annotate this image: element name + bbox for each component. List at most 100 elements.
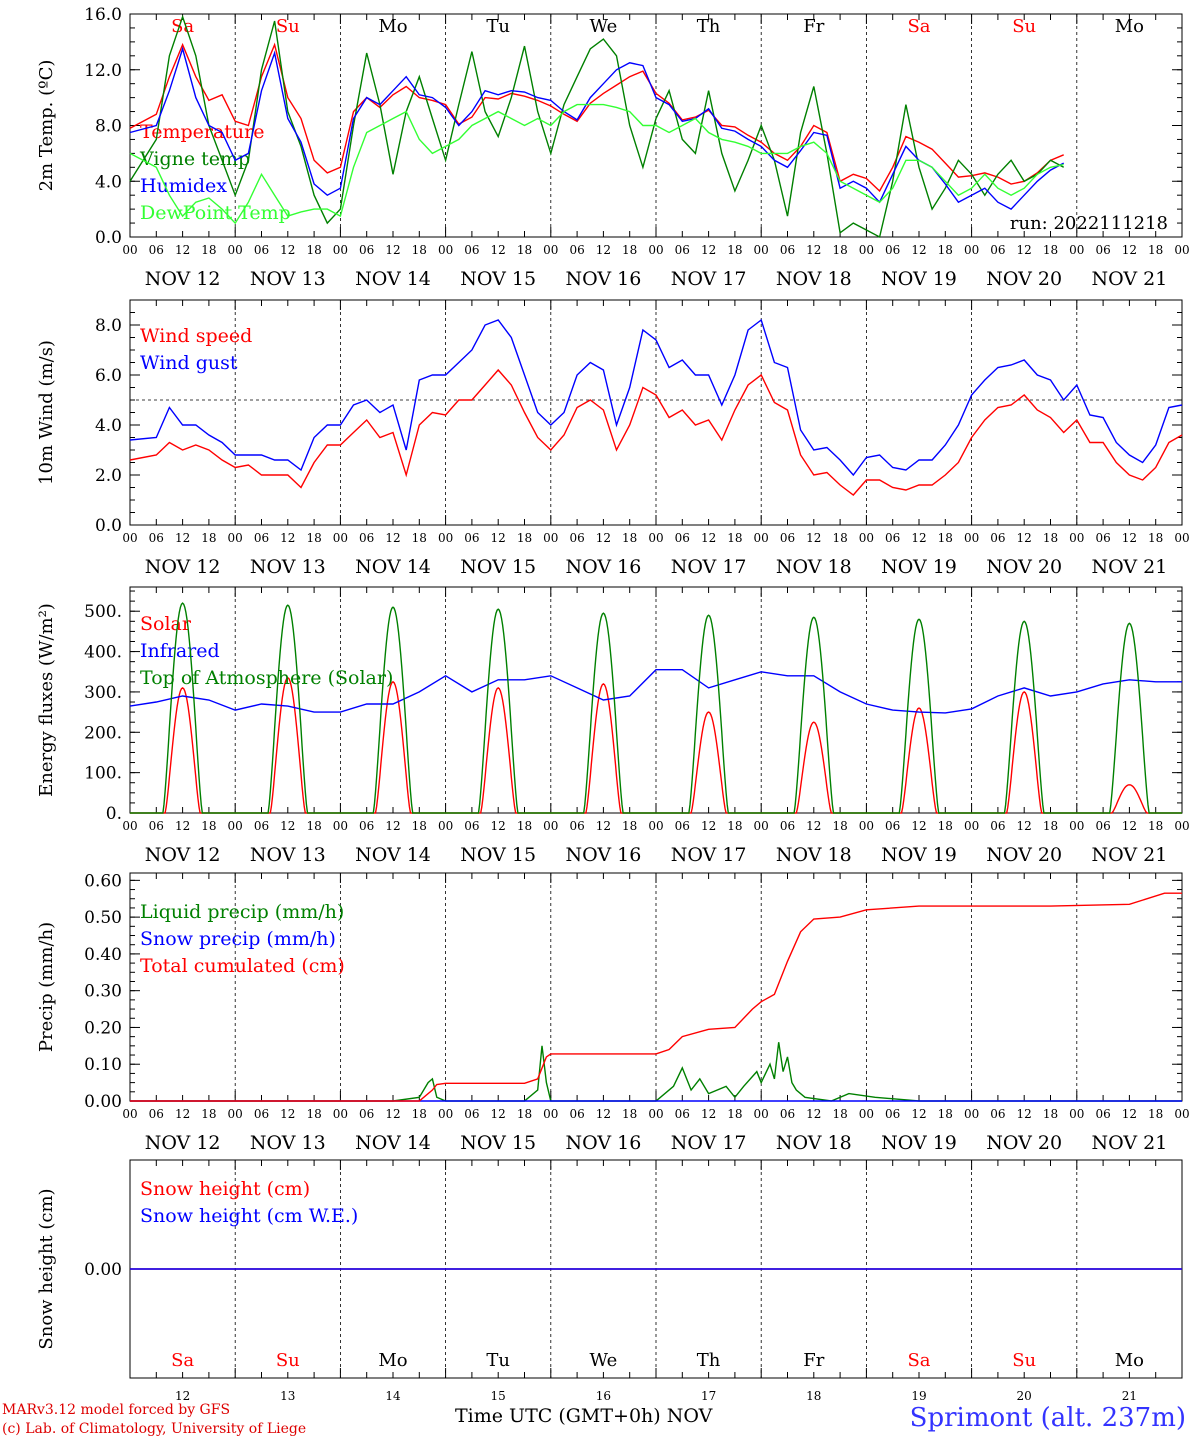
hour-tick-label: 18: [938, 1107, 953, 1121]
hour-tick-label: 18: [517, 243, 532, 257]
hour-tick-label: 06: [254, 531, 269, 545]
hour-tick-label: 12: [1122, 531, 1137, 545]
hour-tick-label: 12: [1017, 1107, 1032, 1121]
hour-tick-label: 06: [675, 531, 690, 545]
legend-entry: Snow height (cm): [140, 1178, 310, 1200]
date-label: NOV 19: [881, 268, 957, 290]
hour-tick-label: 00: [333, 531, 348, 545]
hour-tick-label: 12: [491, 1107, 506, 1121]
panel-wind: 00 06 12 18 00 06 12 18 00 06 12 18 00 06 12 18 00 06 12 18…: [36, 299, 1190, 578]
day-of-week-label: Mo: [378, 1350, 407, 1371]
y-axis-label: Precip (mm/h): [36, 922, 57, 1052]
series-line-wind-1: [129, 318, 1183, 477]
hour-tick-label: 12: [280, 531, 295, 545]
hour-tick-label: 18: [938, 243, 953, 257]
hour-tick-label: 12: [806, 1107, 821, 1121]
hour-tick-label: 18: [1148, 243, 1163, 257]
y-axis-label: 2m Temp. (ºC): [36, 60, 57, 192]
date-label: NOV 21: [1091, 268, 1167, 290]
hour-tick-label: 12: [806, 531, 821, 545]
hour-tick-label: 06: [990, 243, 1005, 257]
hour-tick-label: 18: [1043, 1107, 1058, 1121]
hour-tick-label: 12: [596, 819, 611, 833]
y-tick-label: 6.0: [95, 366, 122, 386]
date-label: NOV 17: [671, 556, 747, 578]
credit-line-2: (c) Lab. of Climatology, University of L…: [2, 1421, 307, 1437]
hour-tick-label: 18: [201, 819, 216, 833]
hour-tick-label: 12: [491, 243, 506, 257]
day-of-week-label: Sa: [907, 16, 930, 37]
legend-entry: Total cumulated (cm): [140, 955, 345, 977]
hour-tick-label: 06: [569, 243, 584, 257]
day-of-week-label: Fr: [803, 1350, 824, 1371]
hour-tick-label: 12: [806, 243, 821, 257]
hour-tick-label: 12: [911, 531, 926, 545]
hour-tick-label: 18: [727, 1107, 742, 1121]
hour-tick-label: 00: [333, 1107, 348, 1121]
y-tick-label: 4.0: [95, 172, 122, 192]
date-label: NOV 14: [355, 556, 431, 578]
day-of-week-label: We: [590, 16, 618, 37]
panel-temp: 00 06 12 18 00 06 12 18 00 06 12 18 00 06 12 18 00 06 12 18…: [36, 5, 1190, 290]
y-tick-label: 0.00: [84, 1260, 122, 1280]
hour-tick-label: 06: [254, 1107, 269, 1121]
hour-tick-label: 12: [911, 1107, 926, 1121]
date-label: NOV 12: [145, 1132, 221, 1154]
hour-tick-label: 00: [964, 243, 979, 257]
hour-tick-label: 06: [675, 243, 690, 257]
hour-tick-label: 18: [727, 243, 742, 257]
hour-tick-label: 06: [254, 243, 269, 257]
date-label: NOV 15: [460, 1132, 536, 1154]
day-of-week-label: Th: [697, 16, 721, 37]
hour-tick-label: 00: [543, 1107, 558, 1121]
legend-entry: Snow height (cm W.E.): [140, 1205, 358, 1227]
x-axis-unit: NOV: [666, 1405, 713, 1427]
day-of-week-label: Mo: [1115, 16, 1144, 37]
legend-entry: Top of Atmosphere (Solar): [140, 667, 393, 689]
y-tick-label: 0.00: [84, 1092, 122, 1112]
hour-tick-label: 18: [1148, 819, 1163, 833]
hour-tick-label: 12: [701, 1107, 716, 1121]
date-label: NOV 14: [355, 268, 431, 290]
hour-tick-label: 18: [832, 531, 847, 545]
hour-tick-label: 06: [464, 243, 479, 257]
day-of-week-label: Su: [1012, 1350, 1036, 1371]
hour-tick-label: 18: [622, 531, 637, 545]
hour-tick-label: 12: [911, 243, 926, 257]
hour-tick-label: 00: [1174, 531, 1189, 545]
hour-tick-label: 18: [412, 531, 427, 545]
hour-tick-label: 18: [412, 243, 427, 257]
hour-tick-label: 00: [754, 819, 769, 833]
date-label: NOV 20: [986, 556, 1062, 578]
hour-tick-label: 18: [727, 819, 742, 833]
date-label: NOV 18: [776, 556, 852, 578]
hour-tick-label: 18: [306, 819, 321, 833]
hour-tick-label: 06: [990, 819, 1005, 833]
hour-tick-label: 18: [622, 819, 637, 833]
legend-entry: Temperature: [140, 121, 264, 143]
hour-tick-label: 06: [885, 531, 900, 545]
hour-tick-label: 18: [938, 819, 953, 833]
panel-energy: 00 06 12 18 00 06 12 18 00 06 12 18 00 06 12 18 00 06 12 18…: [36, 586, 1190, 866]
y-tick-label: 0.: [106, 804, 122, 824]
hour-tick-label: 06: [149, 819, 164, 833]
date-label: NOV 16: [565, 556, 641, 578]
date-label: NOV 20: [986, 1132, 1062, 1154]
date-label: NOV 19: [881, 556, 957, 578]
x-axis-label: Time UTC (GMT+0h): [455, 1405, 661, 1427]
hour-tick-label: 00: [543, 819, 558, 833]
date-label: NOV 13: [250, 556, 326, 578]
hour-tick-label: 12: [701, 531, 716, 545]
y-tick-label: 200.: [84, 723, 122, 743]
date-label: NOV 13: [250, 844, 326, 866]
hour-tick-label: 18: [727, 531, 742, 545]
hour-tick-label: 06: [1095, 1107, 1110, 1121]
hour-tick-label: 00: [964, 1107, 979, 1121]
hour-tick-label: 06: [780, 1107, 795, 1121]
series-line-wind-0: [129, 368, 1183, 496]
hour-tick-label: 12: [280, 819, 295, 833]
hour-tick-label: 06: [569, 1107, 584, 1121]
legend-entry: Snow precip (mm/h): [140, 928, 336, 950]
hour-tick-label: 06: [990, 531, 1005, 545]
